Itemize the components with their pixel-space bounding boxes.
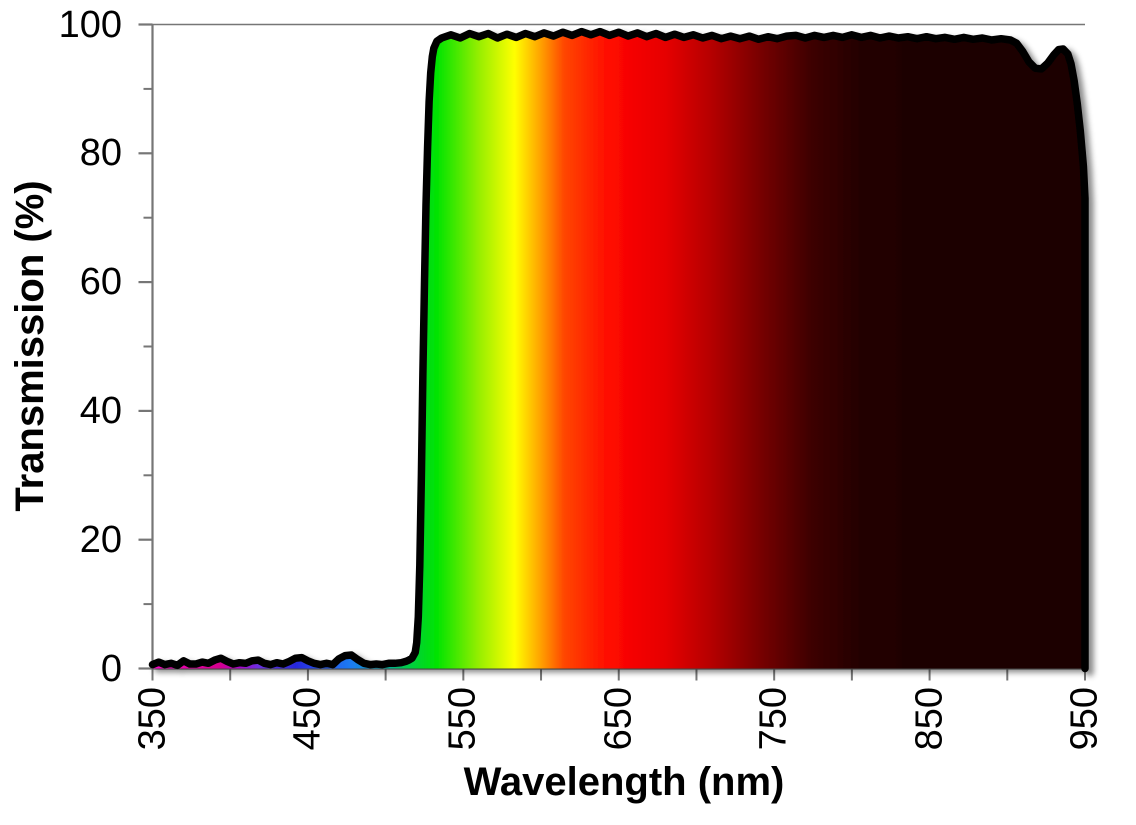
transmission-area — [152, 31, 1085, 669]
x-tick-label-850: 850 — [908, 687, 951, 751]
y-tick-label-0: 0 — [100, 647, 122, 690]
y-tick-label-100: 100 — [58, 3, 122, 46]
x-axis-title: Wavelength (nm) — [463, 760, 785, 804]
x-tick-label-950: 950 — [1063, 687, 1106, 751]
y-tick-label-60: 60 — [79, 261, 122, 304]
transmission-series — [148, 27, 1089, 673]
x-tick-label-750: 750 — [752, 687, 795, 751]
transmission-curve — [148, 27, 1089, 673]
x-tick-label-450: 450 — [286, 687, 329, 751]
x-tick-label-550: 550 — [441, 687, 484, 751]
y-tick-label-20: 20 — [79, 518, 122, 561]
x-tick-label-350: 350 — [131, 687, 173, 751]
x-tick-label-650: 650 — [597, 687, 640, 751]
y-tick-label-40: 40 — [79, 389, 122, 432]
y-axis-title: Transmission (%) — [8, 180, 52, 512]
y-tick-label-80: 80 — [79, 132, 122, 175]
